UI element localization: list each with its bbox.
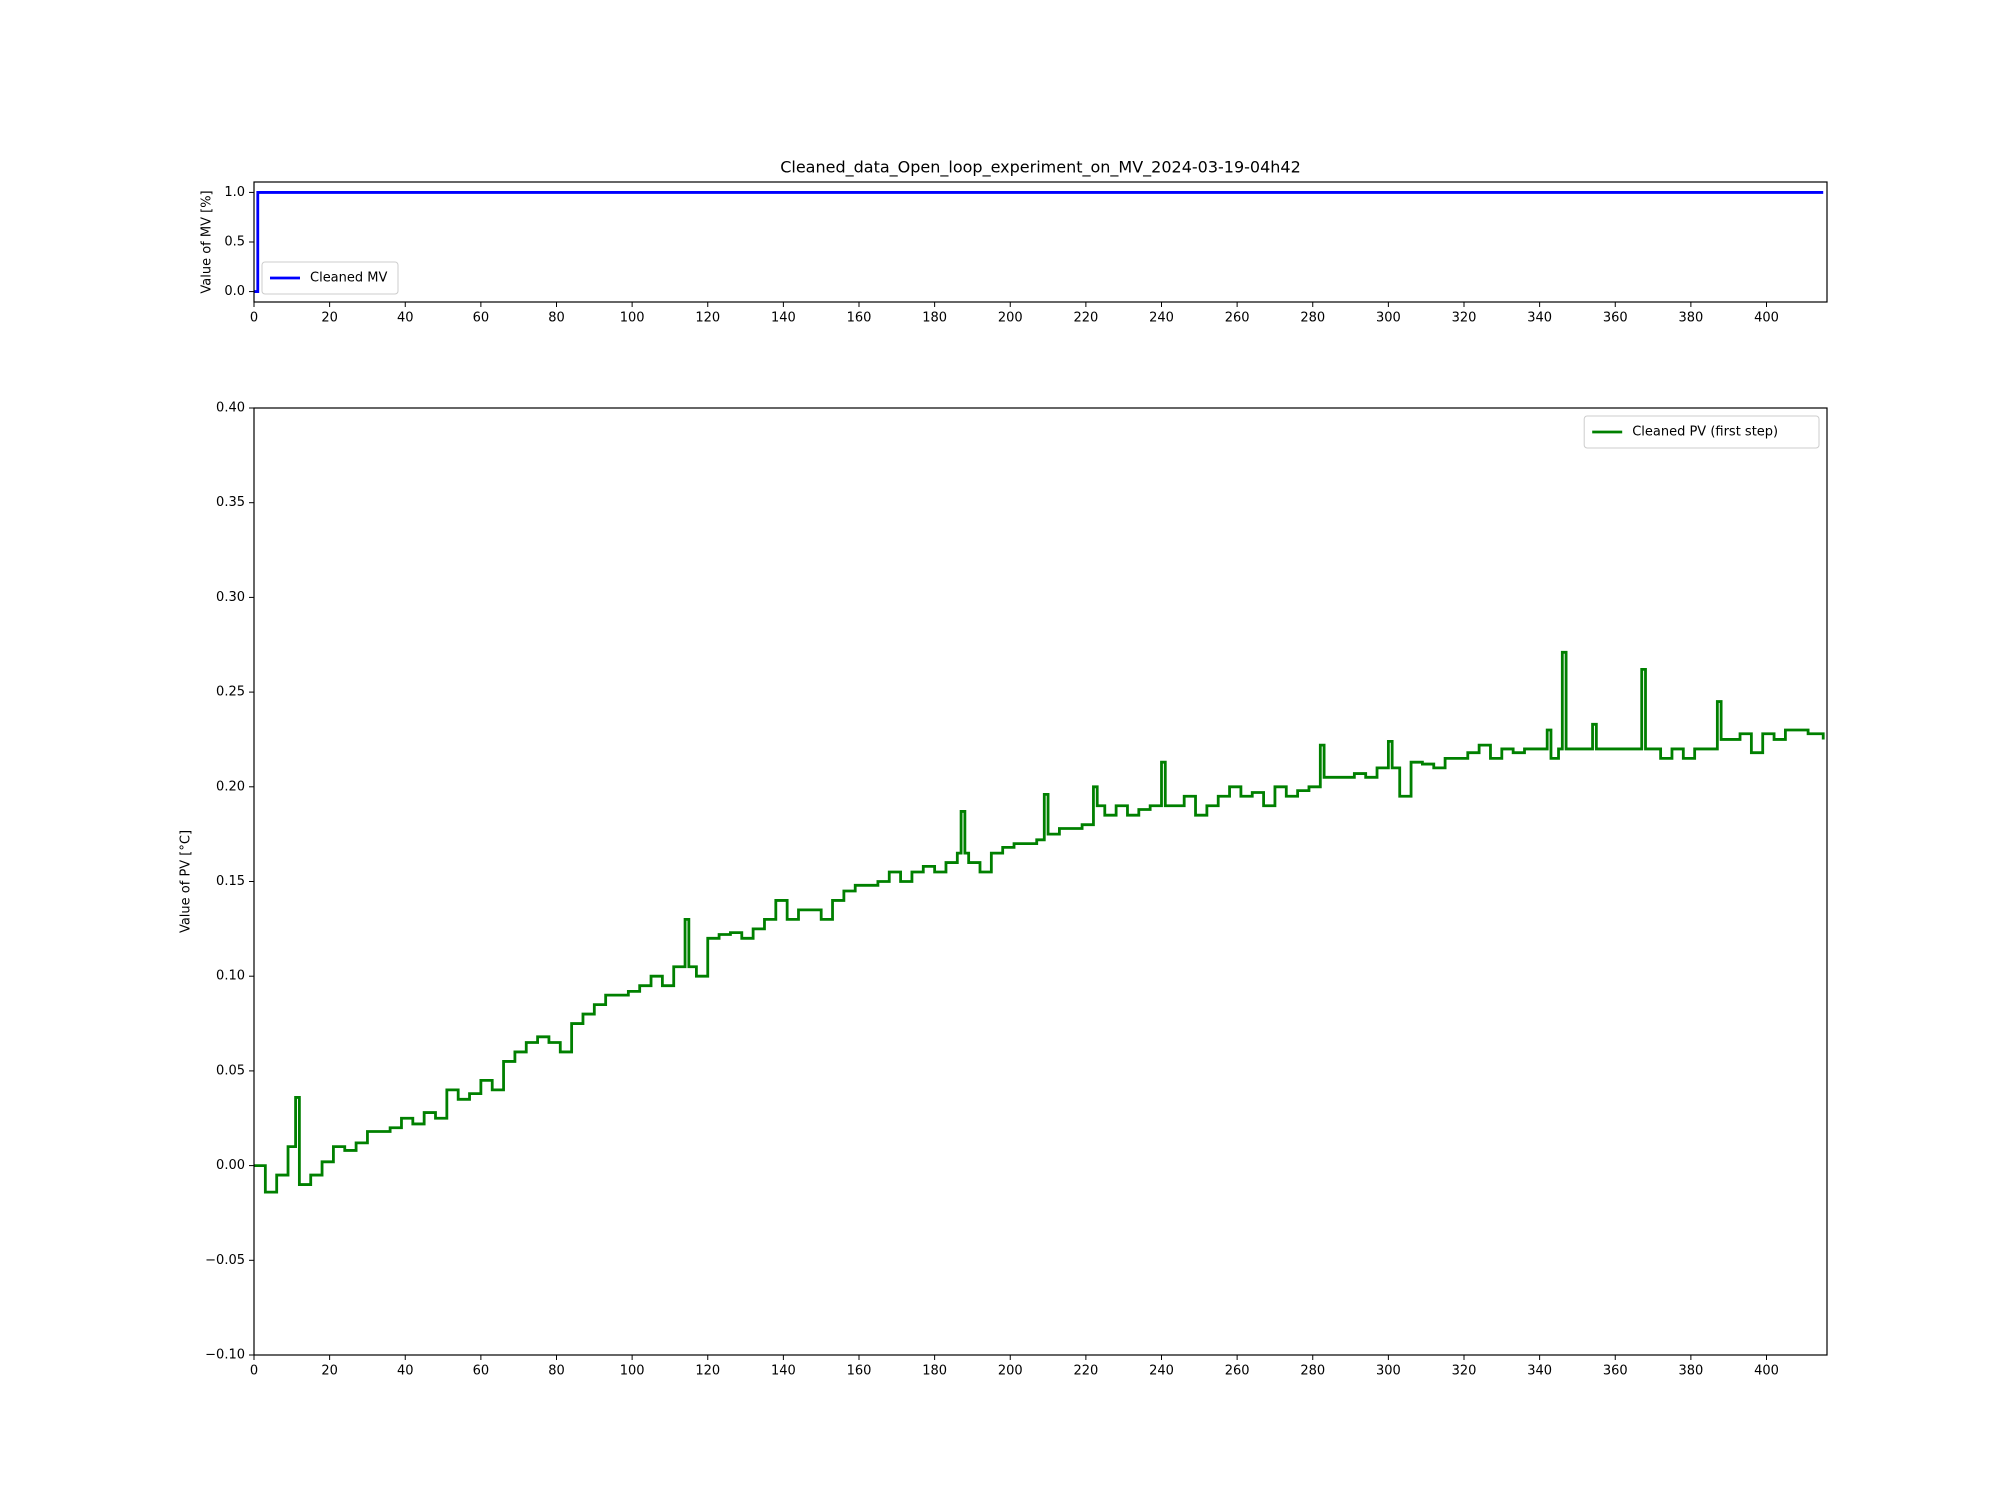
x-tick-label: 340 — [1527, 311, 1552, 326]
x-tick-label: 0 — [250, 311, 258, 326]
x-tick-label: 20 — [321, 311, 338, 326]
x-tick-label: 340 — [1527, 1364, 1552, 1379]
y-tick-label: 1.0 — [224, 185, 245, 200]
y-tick-label: 0.15 — [216, 874, 245, 889]
x-tick-label: 40 — [397, 1364, 414, 1379]
x-tick-label: 120 — [695, 311, 720, 326]
x-tick-label: 380 — [1678, 1364, 1703, 1379]
y-tick-label: 0.20 — [216, 779, 245, 794]
x-tick-label: 220 — [1073, 1364, 1098, 1379]
y-tick-label: 0.05 — [216, 1063, 245, 1078]
legend-label: Cleaned PV (first step) — [1632, 425, 1778, 440]
chart-title: Cleaned_data_Open_loop_experiment_on_MV_… — [780, 158, 1301, 178]
y-tick-label: 0.10 — [216, 969, 245, 984]
legend-box — [1583, 415, 1820, 449]
x-tick-label: 320 — [1452, 311, 1477, 326]
x-tick-label: 300 — [1376, 311, 1401, 326]
y-tick-label: 0.00 — [216, 1158, 245, 1173]
x-tick-label: 240 — [1149, 311, 1174, 326]
y-tick-label: 0.35 — [216, 495, 245, 510]
plot-area — [254, 191, 1824, 293]
y-tick-label: −0.10 — [205, 1348, 245, 1363]
x-tick-label: 20 — [321, 1364, 338, 1379]
y-tick-label: 0.0 — [224, 284, 245, 299]
x-tick-label: 140 — [771, 311, 796, 326]
x-tick-label: 160 — [847, 311, 872, 326]
x-tick-label: 60 — [473, 311, 490, 326]
x-tick-label: 400 — [1754, 311, 1779, 326]
x-tick-label: 0 — [250, 1364, 258, 1379]
x-tick-label: 180 — [922, 1364, 947, 1379]
x-tick-label: 360 — [1603, 1364, 1628, 1379]
x-tick-label: 260 — [1225, 1364, 1250, 1379]
data-line — [254, 650, 1825, 1194]
x-tick-label: 40 — [397, 311, 414, 326]
y-axis-label: Value of PV [°C] — [179, 830, 194, 933]
x-tick-label: 200 — [998, 1364, 1023, 1379]
x-tick-label: 60 — [473, 1364, 490, 1379]
x-tick-label: 140 — [771, 1364, 796, 1379]
x-tick-label: 160 — [847, 1364, 872, 1379]
data-line — [254, 191, 1824, 293]
y-tick-label: −0.05 — [205, 1253, 245, 1268]
x-tick-label: 380 — [1678, 311, 1703, 326]
x-tick-label: 280 — [1300, 1364, 1325, 1379]
x-tick-label: 400 — [1754, 1364, 1779, 1379]
y-tick-label: 0.5 — [224, 235, 245, 250]
x-tick-label: 100 — [620, 1364, 645, 1379]
x-tick-label: 80 — [548, 311, 565, 326]
legend-label: Cleaned MV — [310, 271, 387, 286]
axes-frame — [253, 407, 1828, 1356]
x-tick-label: 220 — [1073, 311, 1098, 326]
x-tick-label: 300 — [1376, 1364, 1401, 1379]
x-tick-label: 320 — [1452, 1364, 1477, 1379]
x-tick-label: 80 — [548, 1364, 565, 1379]
x-tick-label: 120 — [695, 1364, 720, 1379]
y-tick-label: 0.30 — [216, 590, 245, 605]
legend-box — [261, 261, 399, 295]
x-tick-label: 240 — [1149, 1364, 1174, 1379]
x-tick-label: 360 — [1603, 311, 1628, 326]
y-axis-label: Value of MV [%] — [200, 190, 215, 293]
x-tick-label: 180 — [922, 311, 947, 326]
axes-frame — [253, 181, 1828, 303]
x-tick-label: 100 — [620, 311, 645, 326]
x-tick-label: 260 — [1225, 311, 1250, 326]
y-tick-label: 0.40 — [216, 401, 245, 416]
x-tick-label: 200 — [998, 311, 1023, 326]
y-tick-label: 0.25 — [216, 685, 245, 700]
x-tick-label: 280 — [1300, 311, 1325, 326]
plot-area — [254, 650, 1825, 1194]
